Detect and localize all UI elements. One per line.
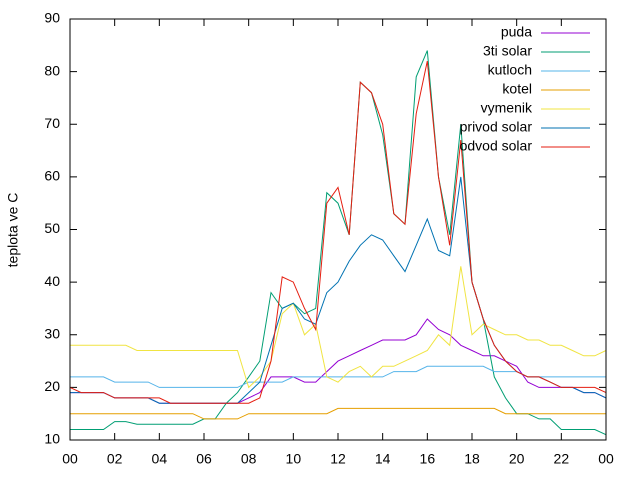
series-line: [70, 266, 607, 389]
legend-label: vymenik: [481, 100, 533, 116]
x-tick-label: 12: [330, 451, 346, 467]
series-line: [70, 365, 606, 388]
x-tick-label: 06: [196, 451, 212, 467]
legend-label: puda: [501, 24, 532, 40]
x-tick-label: 10: [286, 451, 302, 467]
y-tick-label: 30: [44, 325, 60, 341]
y-tick-label: 10: [44, 431, 60, 447]
x-tick-label: 00: [598, 451, 614, 467]
legend-label: kutloch: [488, 62, 532, 78]
series-line: [69, 60, 607, 404]
x-tick-label: 02: [107, 451, 123, 467]
legend-label: kotel: [502, 81, 532, 97]
x-tick-label: 22: [554, 451, 570, 467]
legend-label: privod solar: [460, 119, 533, 135]
series-line: [70, 407, 606, 420]
x-tick-label: 04: [152, 451, 168, 467]
x-tick-label: 16: [420, 451, 436, 467]
y-tick-label: 70: [44, 115, 60, 131]
x-tick-label: 20: [509, 451, 525, 467]
plot-border: [69, 18, 607, 441]
y-axis-label: teplota ve C: [5, 193, 21, 268]
y-tick-label: 80: [44, 62, 60, 78]
x-tick-label: 08: [241, 451, 257, 467]
x-tick-label: 14: [375, 451, 391, 467]
legend-label: 3ti solar: [483, 43, 532, 59]
x-tick-label: 00: [62, 451, 78, 467]
y-tick-label: 40: [44, 273, 60, 289]
y-tick-label: 50: [44, 220, 60, 236]
series-line: [70, 318, 607, 404]
y-tick-label: 60: [44, 168, 60, 184]
x-tick-label: 18: [464, 451, 480, 467]
legend-label: odvod solar: [460, 138, 533, 154]
series-line: [70, 176, 607, 404]
y-tick-label: 20: [44, 378, 60, 394]
y-tick-label: 90: [44, 10, 60, 26]
